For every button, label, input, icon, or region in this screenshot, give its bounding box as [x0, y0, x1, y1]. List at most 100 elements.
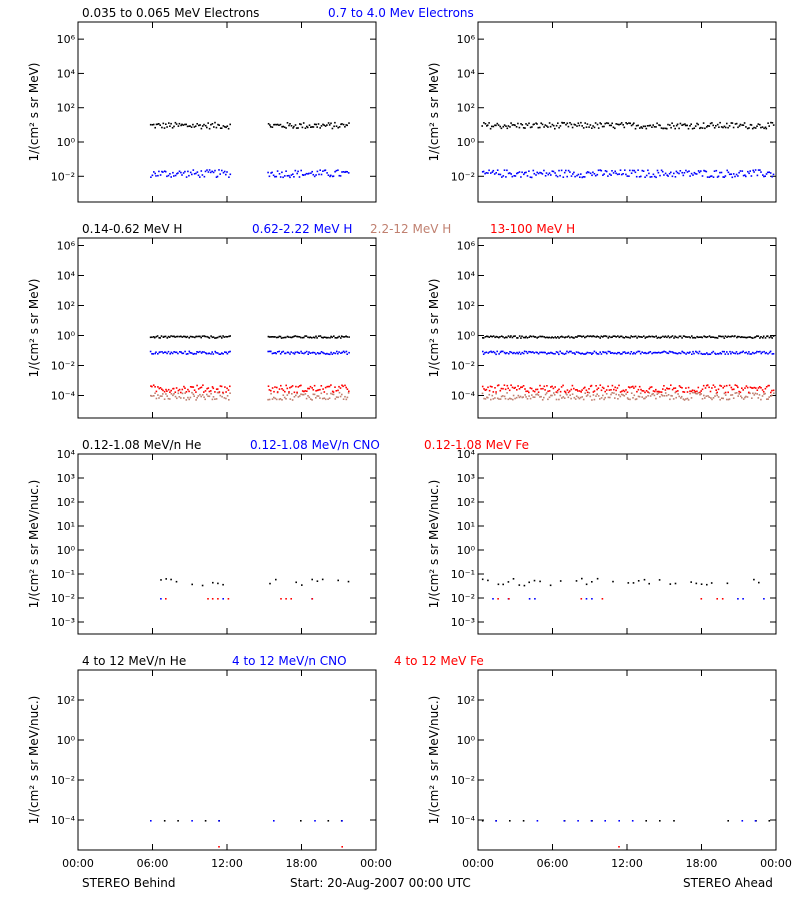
y-tick-label: 10⁻⁴	[51, 814, 76, 827]
data-point	[341, 171, 343, 173]
data-point	[330, 122, 332, 125]
data-point	[149, 336, 152, 339]
data-point	[741, 124, 743, 126]
data-point	[669, 583, 672, 585]
data-point	[201, 394, 204, 396]
data-point	[690, 123, 692, 125]
data-point	[693, 352, 695, 355]
data-point	[580, 391, 582, 393]
data-point	[311, 352, 313, 354]
series-points-1	[481, 169, 775, 179]
y-axis-label: 1/(cm² s sr MeV)	[427, 279, 441, 378]
data-point	[651, 335, 653, 338]
data-point	[224, 386, 226, 388]
data-point	[546, 385, 548, 387]
data-point	[267, 350, 269, 353]
data-point	[641, 336, 643, 338]
data-point	[626, 391, 629, 393]
data-point	[578, 335, 581, 337]
data-point	[709, 390, 712, 393]
data-point	[531, 126, 533, 128]
data-point	[181, 174, 183, 176]
data-point	[644, 391, 646, 394]
data-point	[177, 335, 179, 338]
data-point	[612, 172, 615, 174]
data-point	[226, 171, 228, 173]
data-point	[516, 389, 518, 391]
data-point	[625, 122, 627, 124]
y-tick-label: 10⁻²	[51, 592, 75, 605]
data-point	[308, 351, 310, 353]
data-point	[327, 336, 329, 339]
data-point	[741, 820, 744, 822]
data-point	[632, 353, 634, 355]
data-point	[522, 385, 525, 387]
data-point	[739, 123, 742, 126]
data-point	[601, 386, 604, 389]
data-point	[721, 598, 724, 600]
data-point	[269, 350, 271, 353]
data-point	[592, 125, 594, 127]
y-tick-label: 10²	[457, 496, 475, 509]
data-point	[707, 353, 709, 356]
data-point	[294, 351, 297, 354]
data-point	[673, 820, 675, 822]
data-point	[648, 335, 650, 338]
data-point	[337, 126, 339, 129]
data-point	[577, 173, 580, 176]
data-point	[718, 335, 720, 337]
data-point	[644, 351, 646, 354]
data-point	[536, 337, 538, 339]
data-point	[652, 335, 655, 338]
data-point	[584, 353, 586, 355]
data-point	[303, 352, 305, 355]
data-point	[695, 173, 698, 175]
data-point	[599, 122, 601, 124]
data-point	[520, 123, 522, 125]
data-point	[502, 336, 504, 338]
data-point	[525, 171, 527, 174]
data-point	[588, 335, 591, 338]
data-point	[275, 336, 278, 339]
data-point	[756, 125, 758, 127]
data-point	[295, 394, 297, 397]
data-point	[182, 124, 185, 126]
data-point	[704, 353, 707, 355]
data-point	[340, 337, 342, 339]
data-point	[711, 398, 713, 401]
data-point	[600, 123, 602, 125]
data-point	[667, 388, 669, 390]
data-point	[302, 174, 305, 176]
data-point	[488, 336, 491, 338]
data-point	[566, 336, 569, 338]
data-point	[532, 351, 534, 353]
data-point	[336, 350, 338, 353]
data-point	[346, 388, 349, 390]
data-point	[496, 350, 498, 353]
data-point	[306, 126, 309, 129]
data-point	[674, 387, 677, 389]
data-point	[279, 123, 282, 126]
data-point	[576, 389, 578, 391]
data-point	[701, 336, 704, 339]
data-point	[162, 352, 165, 354]
data-point	[662, 388, 664, 390]
data-point	[487, 396, 489, 399]
data-point	[151, 395, 153, 397]
data-point	[588, 352, 590, 354]
data-point	[160, 579, 162, 581]
data-point	[526, 124, 529, 126]
data-point	[526, 390, 529, 392]
data-point	[509, 820, 511, 822]
x-tick-label: 12:00	[211, 857, 243, 870]
data-point	[772, 124, 775, 126]
data-point	[620, 393, 623, 396]
data-point	[328, 385, 331, 388]
data-point	[682, 174, 685, 177]
data-point	[704, 335, 706, 338]
y-tick-label: 10¹	[57, 520, 75, 533]
data-point	[759, 337, 761, 339]
series-title-heavy_high-2: 4 to 12 MeV Fe	[394, 654, 484, 668]
data-point	[696, 351, 698, 354]
